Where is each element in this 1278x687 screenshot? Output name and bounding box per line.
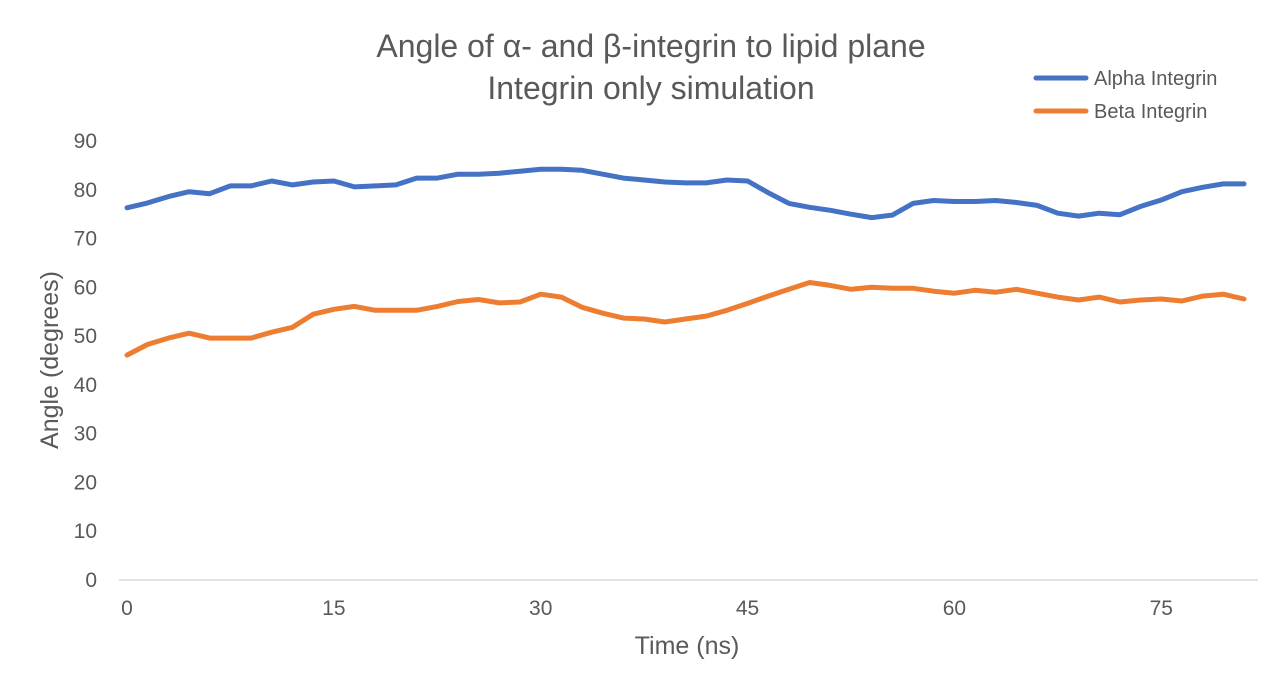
x-axis-tick-labels: 0 15 30 45 60 75	[121, 597, 1173, 620]
series-line-beta-integrin	[124, 280, 1247, 358]
x-tick-label: 75	[1150, 597, 1173, 620]
y-tick-label: 90	[74, 130, 97, 153]
chart-title-line-2: Integrin only simulation	[487, 70, 814, 106]
y-tick-label: 10	[74, 520, 97, 543]
y-tick-label: 30	[74, 423, 97, 446]
y-tick-label: 0	[85, 569, 97, 592]
chart-title-line-1: Angle of α- and β-integrin to lipid plan…	[376, 28, 925, 64]
legend-label: Beta Integrin	[1094, 101, 1207, 123]
legend-label: Alpha Integrin	[1094, 68, 1217, 90]
x-tick-label: 15	[322, 597, 345, 620]
series-lines	[124, 166, 1247, 358]
x-axis-title: Time (ns)	[635, 632, 740, 660]
y-tick-label: 50	[74, 325, 97, 348]
x-tick-label: 45	[736, 597, 759, 620]
y-tick-label: 80	[74, 179, 97, 202]
series-line-alpha-integrin	[124, 166, 1247, 221]
y-tick-label: 40	[74, 374, 97, 397]
chart-title: Angle of α- and β-integrin to lipid plan…	[376, 28, 925, 106]
x-tick-label: 60	[943, 597, 966, 620]
y-axis-title: Angle (degrees)	[36, 271, 64, 449]
x-tick-label: 30	[529, 597, 552, 620]
legend: Alpha Integrin Beta Integrin	[1033, 68, 1217, 123]
y-tick-label: 70	[74, 228, 97, 251]
y-tick-label: 20	[74, 471, 97, 494]
x-tick-label: 0	[121, 597, 133, 620]
y-axis-tick-labels: 0 10 20 30 40 50 60 70 80 90	[74, 130, 97, 592]
y-tick-label: 60	[74, 276, 97, 299]
